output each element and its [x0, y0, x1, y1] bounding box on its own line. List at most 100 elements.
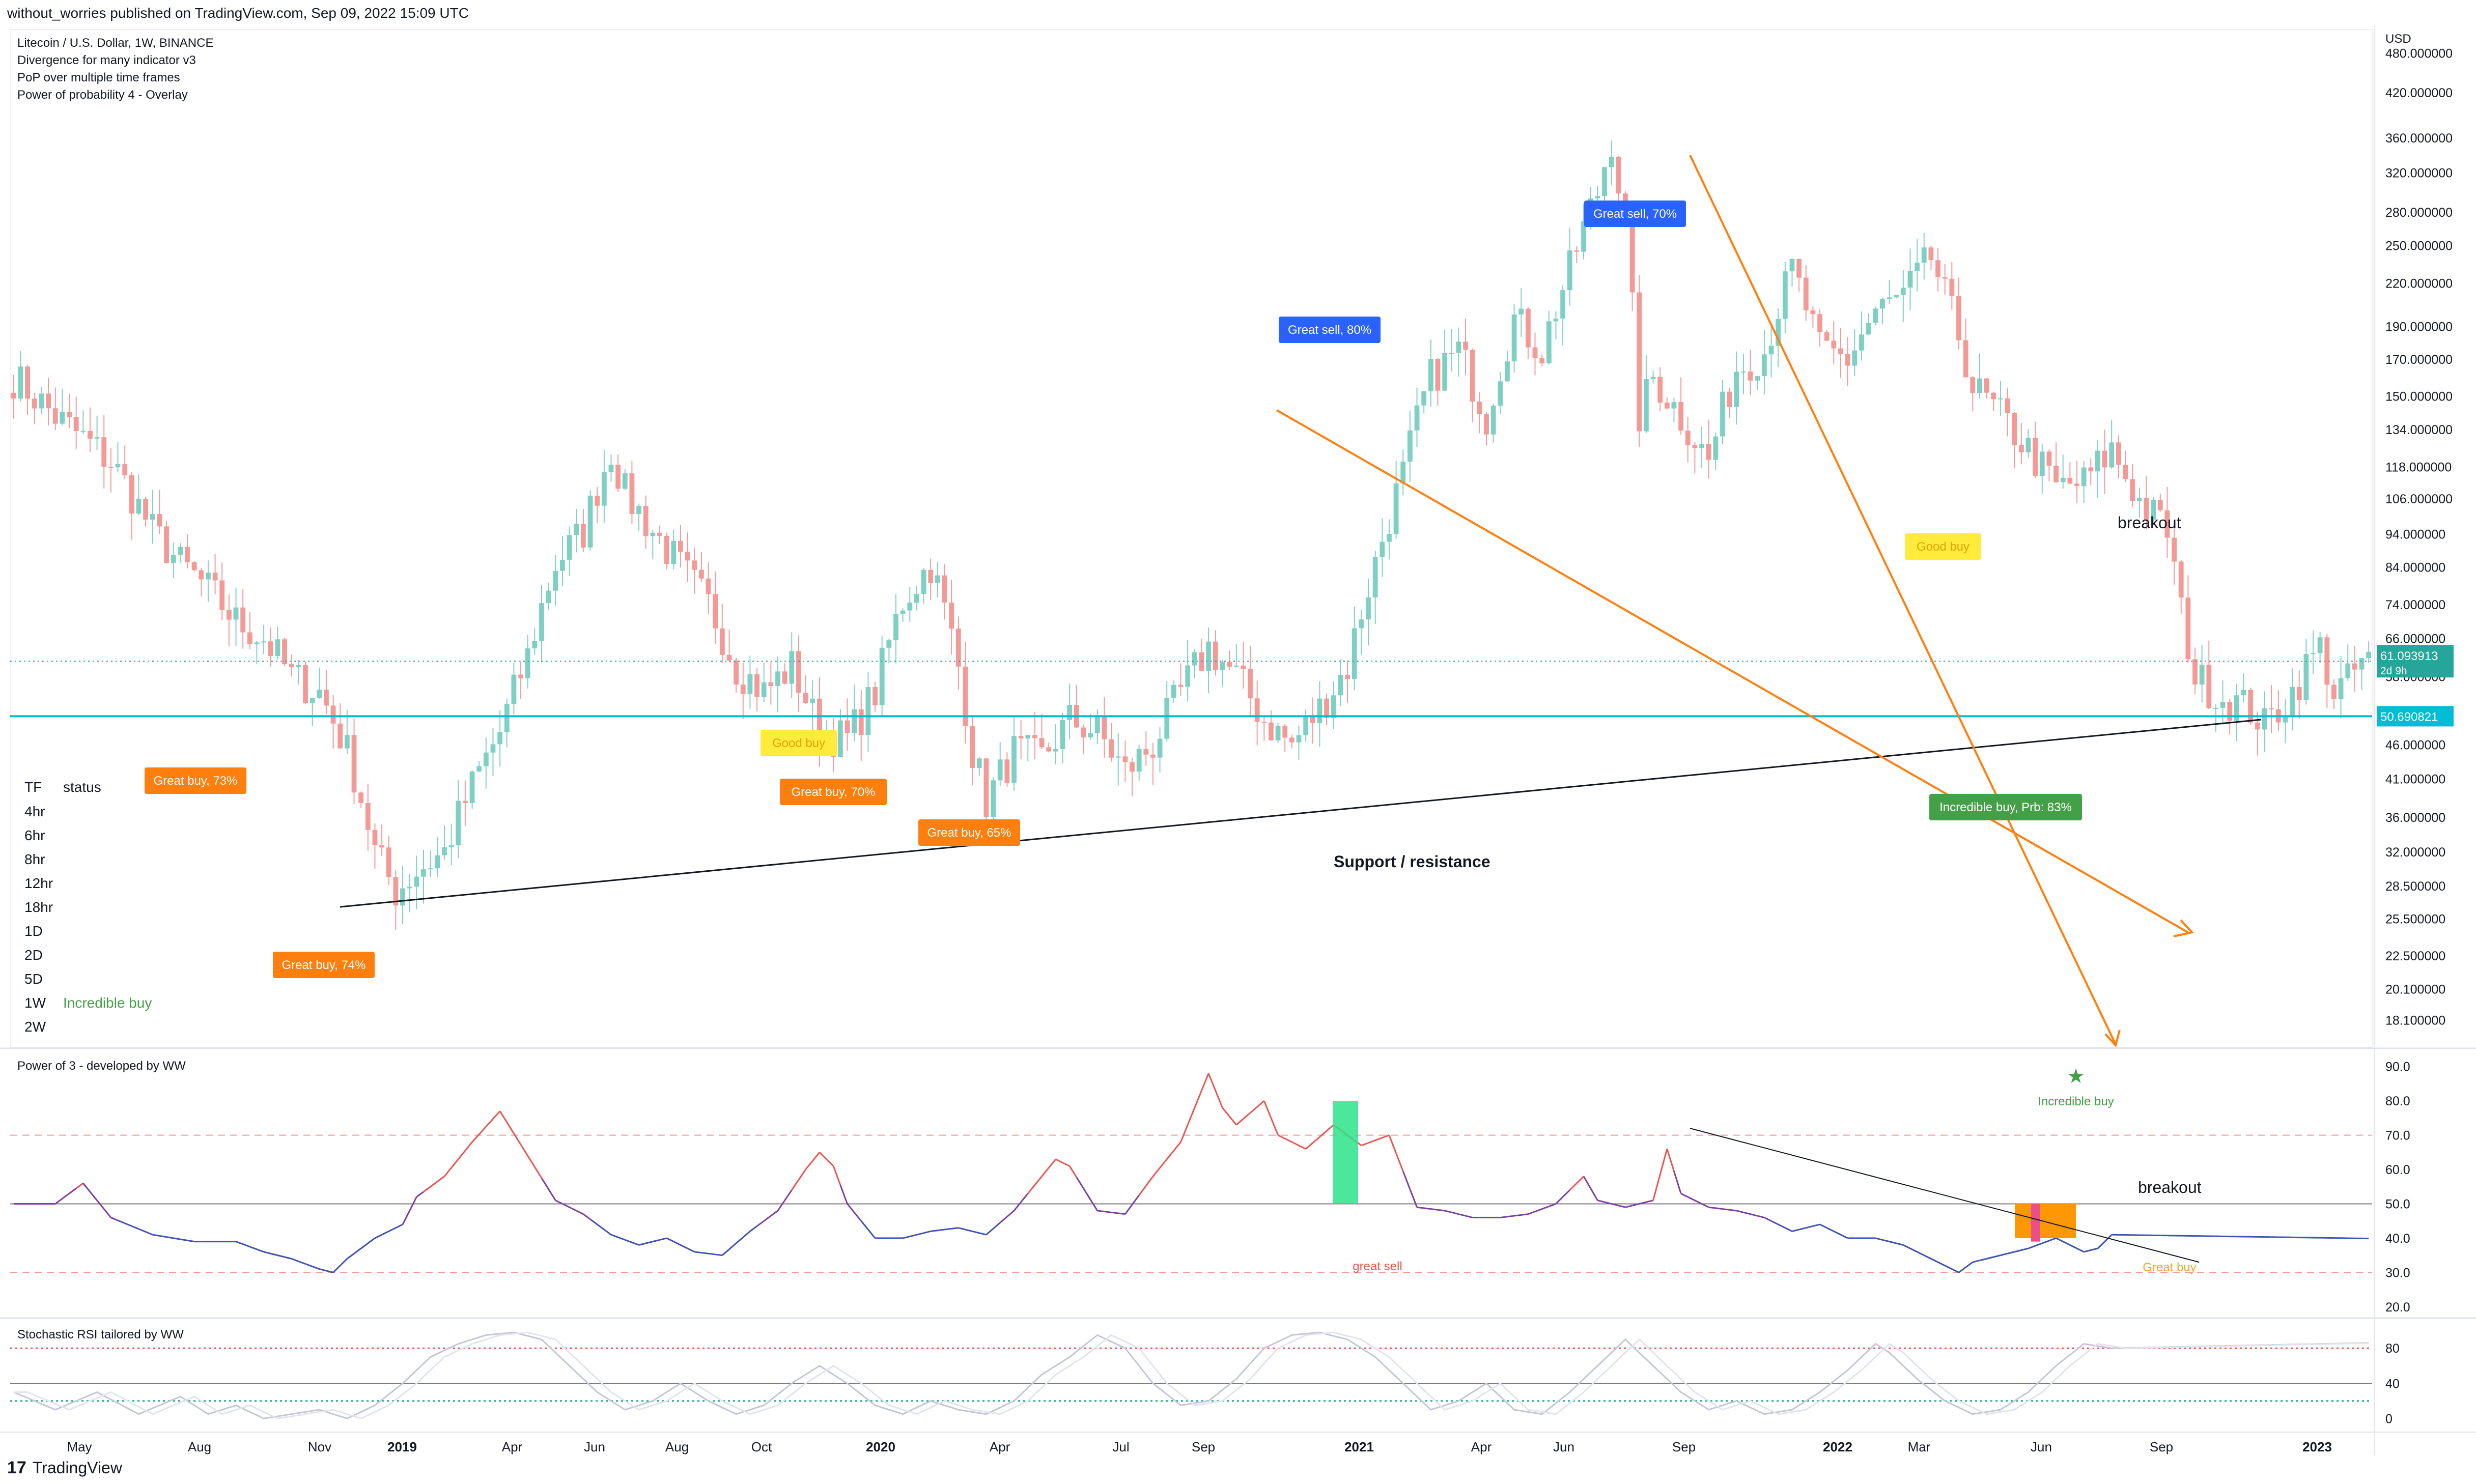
- candle-body: [1248, 669, 1253, 699]
- candle-body: [893, 613, 898, 641]
- candle-body: [1269, 722, 1274, 740]
- price-tick-label: 420.000000: [2385, 86, 2453, 100]
- power3-segment: [534, 1166, 543, 1179]
- power3-segment: [1500, 1216, 1508, 1218]
- time-axis-label: Sep: [1192, 1439, 1215, 1454]
- power3-segment: [1930, 1258, 1938, 1263]
- power3-segment: [2063, 1241, 2071, 1246]
- candle-body: [2178, 561, 2184, 598]
- power3-segment: [1770, 1220, 1779, 1225]
- candle-body: [2262, 708, 2267, 730]
- candle-body: [719, 628, 725, 655]
- candle-body: [219, 580, 225, 610]
- power3-segment: [485, 1118, 494, 1127]
- candle-body: [2123, 465, 2128, 479]
- price-tick-label: 20.100000: [2385, 983, 2445, 997]
- signal-label-orange[interactable]: [780, 779, 887, 805]
- power3-segment: [1882, 1239, 1890, 1243]
- candle-body: [1407, 430, 1413, 462]
- power3-segment: [999, 1216, 1008, 1223]
- candle-body: [879, 647, 885, 706]
- candle-body: [157, 514, 162, 527]
- power3-segment: [1576, 1176, 1585, 1184]
- signal-label-yellow[interactable]: [761, 730, 837, 756]
- power3-segment: [367, 1237, 376, 1244]
- candle-body: [1845, 354, 1850, 366]
- candle-body: [296, 665, 301, 668]
- power3-segment: [1979, 1258, 1987, 1262]
- power3-segment: [582, 1213, 591, 1220]
- candle-body: [1796, 259, 1802, 278]
- candle-body: [2311, 653, 2316, 654]
- candle-body: [1776, 319, 1781, 346]
- power3-segment: [1813, 1223, 1820, 1227]
- candle-body: [462, 801, 468, 803]
- candle-body: [1185, 665, 1191, 687]
- power3-segment: [1291, 1141, 1300, 1147]
- legend-line: Divergence for many indicator v3: [17, 53, 196, 67]
- power3-segment: [1097, 1210, 1105, 1213]
- power3-segment: [1521, 1213, 1529, 1216]
- candle-body: [39, 393, 44, 409]
- power3-segment: [374, 1234, 382, 1239]
- power3-segment: [166, 1236, 174, 1239]
- candle-body: [2136, 498, 2142, 501]
- price-tick-label: 22.500000: [2385, 949, 2445, 963]
- signal-label-green[interactable]: [1929, 794, 2082, 820]
- time-axis-label: Oct: [751, 1439, 772, 1454]
- candle-body: [970, 726, 975, 768]
- signal-label-blue[interactable]: [1584, 201, 1686, 227]
- power3-segment: [1166, 1150, 1175, 1160]
- candle-body: [2102, 450, 2107, 468]
- candle-body: [2283, 717, 2288, 723]
- candles: [11, 140, 2372, 930]
- candle-body: [810, 698, 815, 703]
- candle-body: [1935, 260, 1940, 277]
- power3-segment: [1541, 1206, 1550, 1210]
- candle-body: [678, 540, 683, 552]
- candle-body: [254, 642, 260, 645]
- power3-tick-label: 30.0: [2385, 1266, 2410, 1280]
- candle-body: [789, 651, 795, 684]
- candle-body: [1984, 378, 1989, 393]
- power3-segment: [1729, 1209, 1737, 1212]
- power3-segment: [54, 1198, 63, 1205]
- power3-segment: [1458, 1213, 1466, 1217]
- power3-tick-label: 50.0: [2385, 1197, 2410, 1211]
- price-tick-label: 220.000000: [2385, 277, 2453, 291]
- candle-body: [1616, 156, 1621, 194]
- power3-segment: [360, 1242, 369, 1249]
- price-tick-label: 46.000000: [2385, 738, 2445, 753]
- signal-label-orange[interactable]: [273, 952, 375, 978]
- candle-body: [2039, 451, 2045, 476]
- power3-segment: [1388, 1135, 1397, 1154]
- power3-segment: [291, 1258, 299, 1262]
- power3-segment: [715, 1253, 723, 1257]
- power3-segment: [471, 1133, 480, 1143]
- power3-segment: [728, 1242, 737, 1250]
- candle-body: [1477, 402, 1482, 414]
- signal-label-blue[interactable]: [1279, 317, 1381, 343]
- candle-body: [275, 639, 280, 657]
- candle-body: [692, 560, 697, 570]
- candle-body: [1254, 698, 1260, 722]
- time-axis-label: 2019: [387, 1439, 417, 1454]
- candle-body: [94, 437, 100, 439]
- power3-segment: [69, 1187, 77, 1194]
- candle-body: [1352, 628, 1357, 679]
- candle-body: [1442, 353, 1448, 391]
- power3-segment: [784, 1189, 793, 1201]
- time-axis-label: May: [67, 1439, 92, 1454]
- candle-body: [504, 704, 510, 732]
- candle-body: [1213, 641, 1218, 670]
- signal-label-orange[interactable]: [145, 767, 246, 794]
- tradingview-footer[interactable]: 17 TradingView: [7, 1458, 122, 1478]
- power3-segment: [993, 1222, 1001, 1230]
- candle-body: [1414, 405, 1420, 431]
- signal-label-yellow[interactable]: [1905, 533, 1981, 560]
- candle-body: [67, 411, 72, 417]
- candle-body: [525, 648, 530, 678]
- signal-label-orange[interactable]: [918, 819, 1020, 846]
- power3-segment: [763, 1215, 772, 1222]
- candle-body: [1706, 444, 1711, 460]
